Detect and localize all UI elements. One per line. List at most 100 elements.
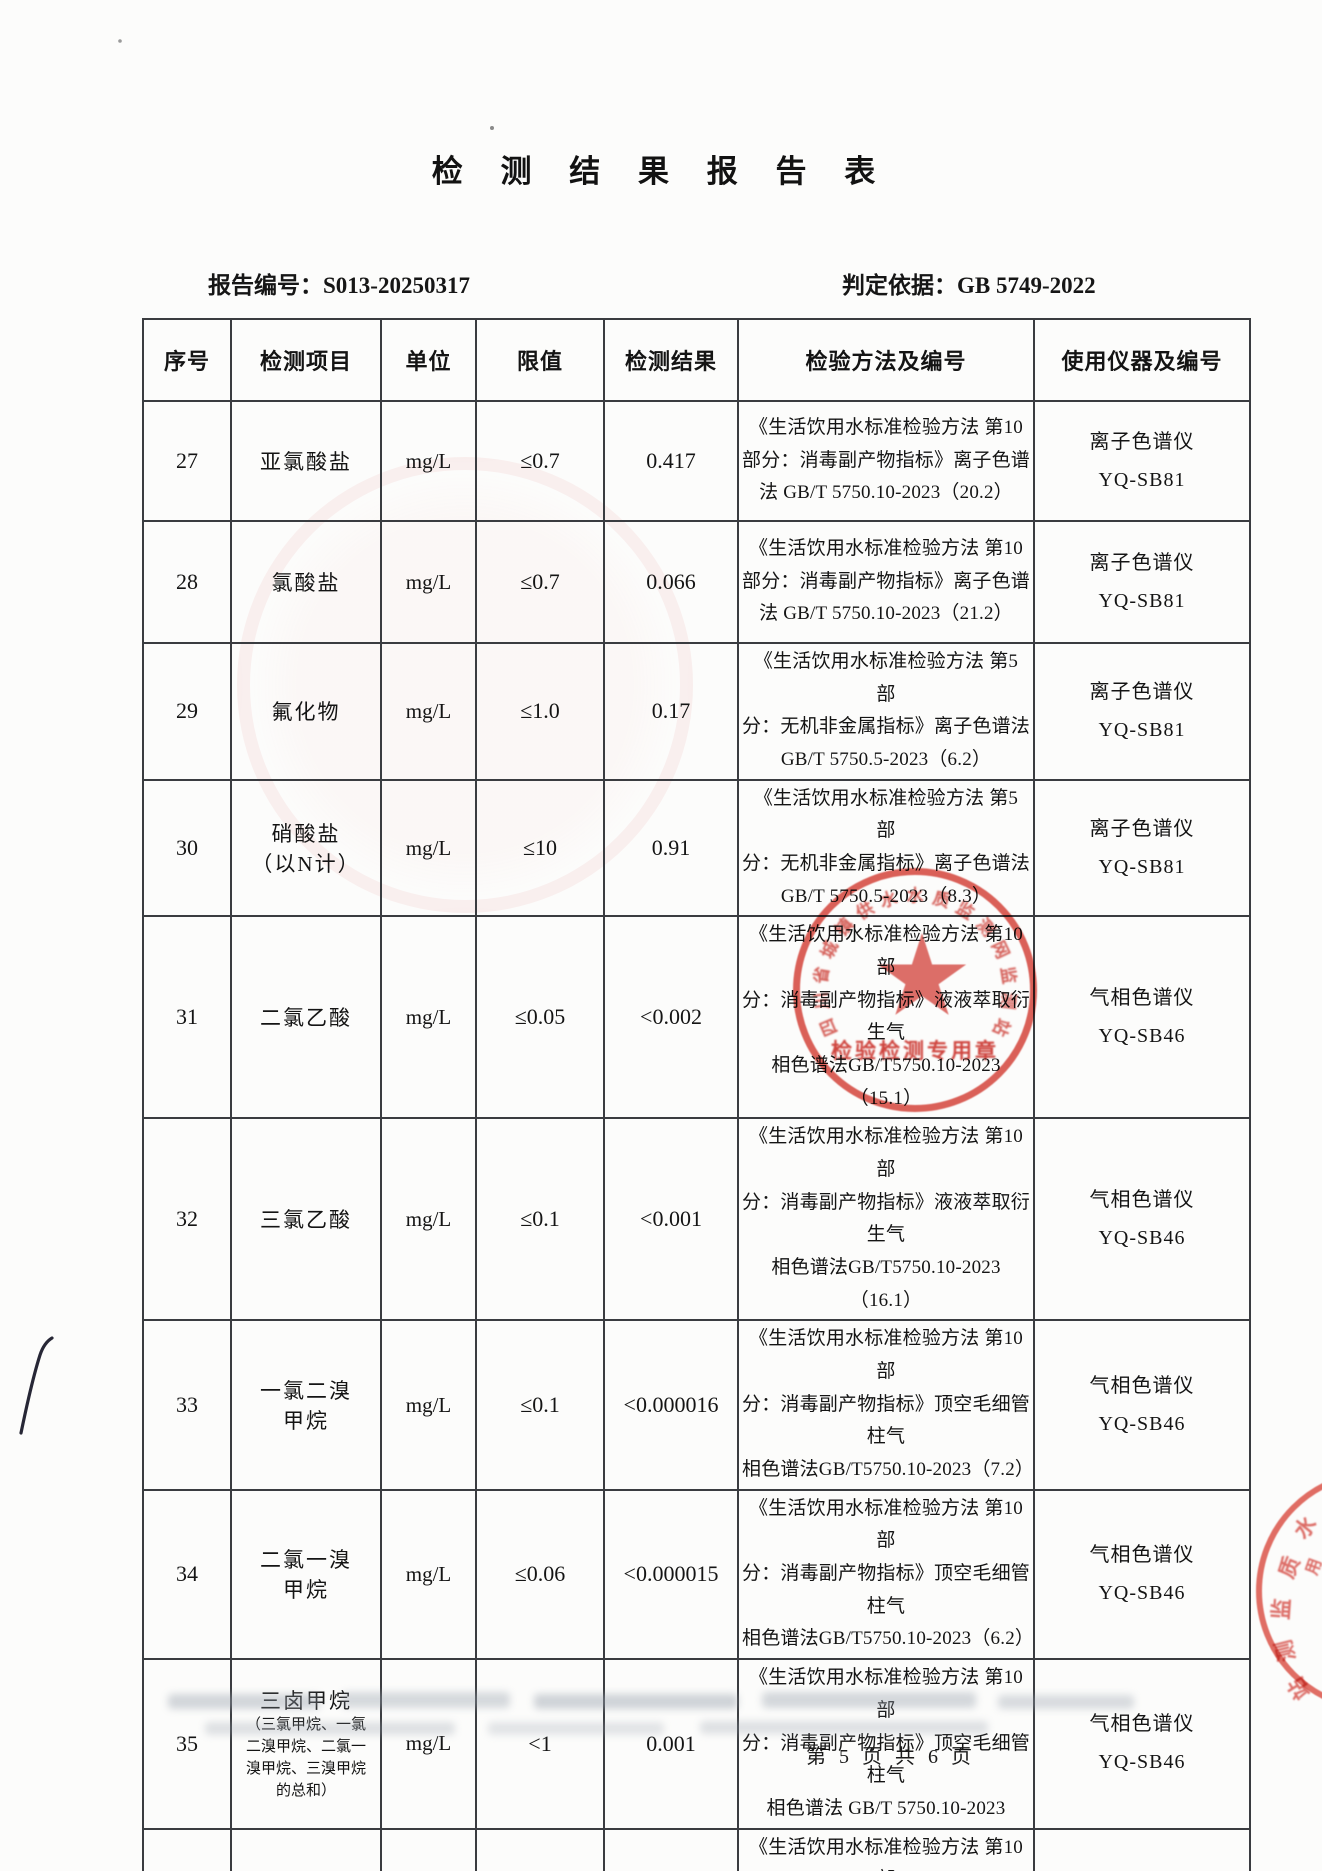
cell-result: 0.417 (603, 400, 739, 522)
cell-limit: ≤0.1 (475, 1117, 605, 1322)
cell-limit: ≤0.1 (475, 1319, 605, 1491)
round-stamp: 四川省城镇供水水质监测网监测站 检验检测专用章 (793, 868, 1037, 1112)
cell-item: 三卤甲烷 （三氯甲烷、一氯 二溴甲烷、二氯一 溴甲烷、三溴甲烷 的总和） (230, 1658, 382, 1830)
cell-no: 27 (142, 400, 232, 522)
cell-result: 0.17 (603, 642, 739, 781)
cell-item: 二氯乙酸 (230, 915, 382, 1120)
cell-method: 《生活饮用水标准检验方法 第10 部分：消毒副产物指标》离子色谱法 GB/T 57… (737, 400, 1035, 522)
cell-limit: ≤0.06 (475, 1488, 605, 1661)
cell-item: 氯酸盐 (230, 520, 382, 644)
cell-unit: mg/L (380, 520, 477, 644)
cell-no: 28 (142, 520, 232, 644)
cell-result: 0.91 (603, 778, 739, 918)
judgement-basis-label: 判定依据： (842, 273, 957, 298)
cell-unit: mg/L (380, 1658, 477, 1830)
cell-instrument: 离子色谱仪 YQ-SB81 (1033, 520, 1251, 644)
cell-instrument: 离子色谱仪 YQ-SB81 (1033, 778, 1251, 918)
cell-item: 氟化物 (230, 642, 382, 781)
cell-item: 二氯一溴 甲烷 (230, 1488, 382, 1661)
cell-limit: ≤0.1 (475, 1827, 605, 1871)
table-row: 32 三氯乙酸 mg/L ≤0.1 <0.001 《生活饮用水标准检验方法 第1… (142, 1117, 1251, 1322)
cell-unit: mg/L (380, 778, 477, 918)
table-row: 28 氯酸盐 mg/L ≤0.7 0.066 《生活饮用水标准检验方法 第10 部… (142, 520, 1251, 644)
cell-limit: ≤0.7 (475, 400, 605, 522)
cell-no: 36 (142, 1827, 232, 1871)
judgement-basis: 判定依据：GB 5749-2022 (842, 266, 1096, 300)
cell-result: 0.066 (603, 520, 739, 644)
cell-item: 三溴甲烷 (230, 1827, 382, 1871)
cell-unit: mg/L (380, 1319, 477, 1491)
cell-unit: mg/L (380, 915, 477, 1120)
header-instrument: 使用仪器及编号 (1033, 318, 1251, 402)
cell-result: <0.000015 (603, 1488, 739, 1661)
cell-limit: ≤10 (475, 778, 605, 918)
table-row: 36 三溴甲烷 mg/L ≤0.1 <0.000041 《生活饮用水标准检验方法… (142, 1827, 1251, 1871)
cell-no: 31 (142, 915, 232, 1120)
cell-result: <0.000016 (603, 1319, 739, 1491)
judgement-basis-value: GB 5749-2022 (957, 273, 1096, 298)
cell-no: 35 (142, 1658, 232, 1830)
cell-limit: ≤0.05 (475, 915, 605, 1120)
header-result: 检测结果 (603, 318, 739, 402)
cell-no: 34 (142, 1488, 232, 1661)
report-meta: 报告编号：S013-20250317 判定依据：GB 5749-2022 (142, 266, 1249, 300)
table-row: 29 氟化物 mg/L ≤1.0 0.17 《生活饮用水标准检验方法 第5 部分… (142, 642, 1251, 781)
header-unit: 单位 (380, 318, 477, 402)
cell-item: 三氯乙酸 (230, 1117, 382, 1322)
cell-instrument: 离子色谱仪 YQ-SB81 (1033, 400, 1251, 522)
cell-result: 0.001 (603, 1658, 739, 1830)
page-title: 检 测 结 果 报 告 表 (431, 154, 891, 189)
header-method: 检验方法及编号 (737, 318, 1035, 402)
cell-limit: <1 (475, 1658, 605, 1830)
cell-limit: ≤0.7 (475, 520, 605, 644)
cell-no: 33 (142, 1319, 232, 1491)
table-row: 33 一氯二溴 甲烷 mg/L ≤0.1 <0.000016 《生活饮用水标准检验… (142, 1319, 1251, 1491)
cell-no: 29 (142, 642, 232, 781)
cell-result: <0.001 (603, 1117, 739, 1322)
stamp-arc-text: 四川省城镇供水水质监测网监测站 (811, 886, 1019, 1039)
cell-method: 《生活饮用水标准检验方法 第10 部分：消毒副产物指标》液液萃取衍生气相色谱法G… (737, 1117, 1035, 1322)
stamp-caption: 检验检测专用章 (831, 1039, 999, 1063)
cell-item: 亚氯酸盐 (230, 400, 382, 522)
table-row: 34 二氯一溴 甲烷 mg/L ≤0.06 <0.000015 《生活饮用水标准检… (142, 1488, 1251, 1661)
cell-method: 《生活饮用水标准检验方法 第5 部分：无机非金属指标》离子色谱法 GB/T 575… (737, 642, 1035, 781)
cell-unit: mg/L (380, 1488, 477, 1661)
cell-unit: mg/L (380, 642, 477, 781)
cell-result: <0.000041 (603, 1827, 739, 1871)
table-header-row: 序号 检测项目 单位 限值 检测结果 检验方法及编号 使用仪器及编号 (142, 318, 1251, 402)
header-limit: 限值 (475, 318, 605, 402)
cell-method: 《生活饮用水标准检验方法 第10 部分：消毒副产物指标》顶空毛细管柱气相色谱法G… (737, 1319, 1035, 1491)
header-item: 检测项目 (230, 318, 382, 402)
page-number: 第 5 页 共 6 页 (806, 1746, 975, 1768)
cell-unit: mg/L (380, 400, 477, 522)
header-no: 序号 (142, 318, 232, 402)
table-row: 30 硝酸盐 （以N计） mg/L ≤10 0.91 《生活饮用水标准检验方法 第… (142, 778, 1251, 918)
cell-limit: ≤1.0 (475, 642, 605, 781)
table-row: 27 亚氯酸盐 mg/L ≤0.7 0.417 《生活饮用水标准检验方法 第10… (142, 400, 1251, 522)
report-number-label: 报告编号： (208, 273, 323, 298)
cell-no: 32 (142, 1117, 232, 1322)
cell-item: 硝酸盐 （以N计） (230, 778, 382, 918)
cell-item: 一氯二溴 甲烷 (230, 1319, 382, 1491)
cell-result: <0.002 (603, 915, 739, 1120)
cell-method: 《生活饮用水标准检验方法 第10 部分：消毒副产物指标》离子色谱法 GB/T 57… (737, 520, 1035, 644)
cell-no: 30 (142, 778, 232, 918)
cell-unit: mg/L (380, 1827, 477, 1871)
cell-unit: mg/L (380, 1117, 477, 1322)
table-row: 35 三卤甲烷 （三氯甲烷、一氯 二溴甲烷、二氯一 溴甲烷、三溴甲烷 的总和） … (142, 1658, 1251, 1830)
cell-method: 《生活饮用水标准检验方法 第10 部分：消毒副产物指标》顶空毛细管柱气相色谱法G… (737, 1827, 1035, 1871)
report-number: 报告编号：S013-20250317 (208, 266, 470, 300)
results-table: 序号 检测项目 单位 限值 检测结果 检验方法及编号 使用仪器及编号 27 亚氯… (142, 318, 1251, 1871)
cell-method: 《生活饮用水标准检验方法 第10 部分：消毒副产物指标》顶空毛细管柱气相色谱法G… (737, 1488, 1035, 1661)
report-number-value: S013-20250317 (323, 273, 470, 298)
cell-instrument: 离子色谱仪 YQ-SB81 (1033, 642, 1251, 781)
cell-method: 《生活饮用水标准检验方法 第10 部分：消毒副产物指标》顶空毛细管柱气 相色谱法 … (737, 1658, 1035, 1830)
